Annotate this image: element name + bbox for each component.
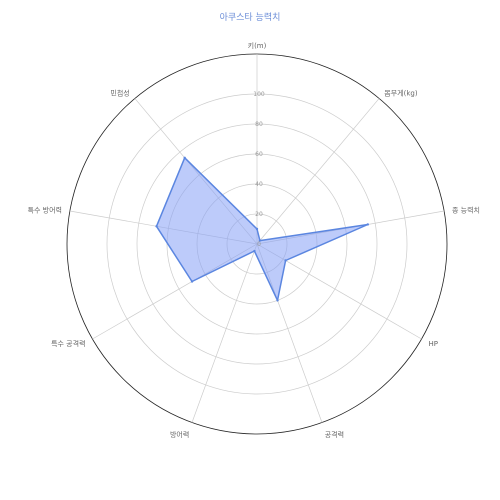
axis-label: 특수 공격력 bbox=[51, 340, 85, 348]
tick-label: 0 bbox=[257, 241, 261, 248]
tick-label: 40 bbox=[255, 181, 263, 188]
data-point bbox=[190, 280, 194, 283]
axis-label: 방어력 bbox=[170, 430, 189, 439]
data-point bbox=[258, 239, 262, 242]
series-area bbox=[155, 157, 369, 302]
axis-label: HP bbox=[428, 340, 438, 348]
axis-label: 민첩성 bbox=[110, 88, 129, 97]
spoke-line bbox=[191, 243, 258, 423]
axis-label: 몸무게(kg) bbox=[384, 88, 418, 97]
axis-label: 키(m) bbox=[248, 41, 267, 50]
axis-label: 특수 방어력 bbox=[28, 206, 62, 215]
data-point bbox=[155, 225, 158, 228]
axis-label: 공격력 bbox=[325, 431, 344, 439]
tick-label: 60 bbox=[255, 151, 263, 158]
spoke-line bbox=[256, 98, 380, 245]
series-layer bbox=[155, 156, 369, 302]
chart-title: 아쿠스타 능력치 bbox=[219, 13, 281, 23]
axis-label: 종 능력치 bbox=[452, 206, 480, 215]
tick-label: 20 bbox=[255, 211, 263, 218]
data-point bbox=[276, 299, 279, 302]
data-point bbox=[253, 249, 256, 253]
data-point bbox=[366, 223, 369, 226]
data-point bbox=[183, 156, 186, 160]
tick-label: 80 bbox=[255, 121, 263, 128]
label-layer: 0 20 40 60 80 100 키(m) 몸무게(kg) 종 능력치 HP 공격력 방어력 특수 공… bbox=[28, 41, 480, 439]
data-point bbox=[284, 259, 287, 262]
data-point bbox=[255, 227, 259, 231]
tick-label: 100 bbox=[253, 91, 265, 98]
